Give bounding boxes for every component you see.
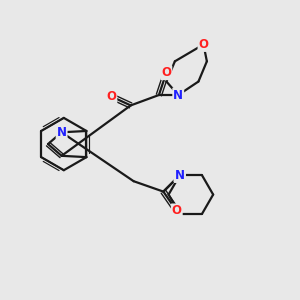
Text: O: O	[161, 66, 171, 79]
Text: N: N	[57, 126, 67, 139]
Text: N: N	[173, 88, 183, 101]
Text: N: N	[175, 169, 185, 182]
Text: N: N	[175, 169, 185, 182]
Text: O: O	[106, 90, 116, 103]
Text: O: O	[199, 38, 208, 51]
Text: O: O	[172, 204, 182, 218]
Text: N: N	[175, 169, 185, 182]
